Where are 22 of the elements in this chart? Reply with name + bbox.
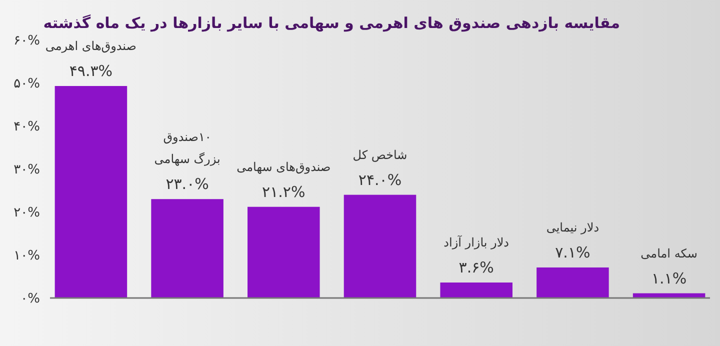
x-tick-label: ۱۰صندوق بزرگ سهامی (154, 130, 220, 166)
y-tick-label: ۲۰% (14, 206, 40, 221)
y-tick-label: ۰% (20, 292, 40, 307)
x-tick-label: دلار نیمایی (546, 220, 600, 234)
x-tick-label: شاخص کل (352, 148, 408, 162)
x-tick-label: دلار بازار آزاد (444, 234, 510, 250)
data-label: ۳.۶% (458, 258, 494, 277)
x-tick-label: صندوق‌های اهرمی (45, 39, 137, 54)
chart-title: مقایسه بازدهی صندوق های اهرمی و سهامی با سایر بازارها در یک ماه گذشته (43, 14, 620, 32)
data-label: ۱.۱% (651, 269, 687, 288)
y-tick-label: ۳۰% (14, 162, 40, 178)
y-tick-label: ۱۰% (14, 248, 40, 264)
x-tick-label: سکه امامی (640, 246, 698, 260)
data-label: ۴۹.۳% (69, 62, 113, 80)
data-label: ۷.۱% (555, 243, 590, 262)
y-tick-label: ۶۰% (14, 34, 40, 49)
y-tick-label: ۴۰% (14, 120, 40, 135)
y-tick-label: ۵۰% (14, 76, 40, 92)
data-label: ۲۱.۲% (262, 182, 306, 201)
x-tick-label: صندوق‌های سهامی (236, 160, 331, 174)
data-label: ۲۴.۰% (358, 170, 402, 189)
data-label: ۲۳.۰% (166, 175, 209, 194)
